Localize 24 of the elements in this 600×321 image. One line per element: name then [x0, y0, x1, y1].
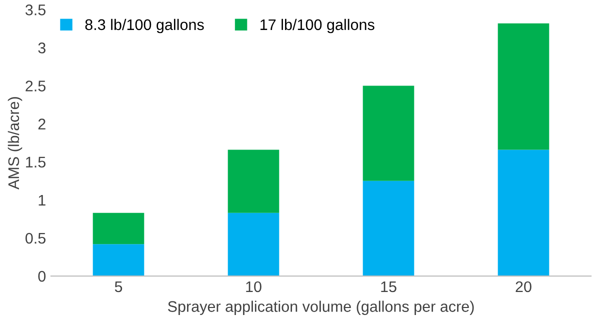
bar: [498, 23, 550, 150]
bar: [498, 150, 550, 276]
x-axis-title: Sprayer application volume (gallons per acre): [168, 300, 474, 315]
bar: [362, 86, 414, 181]
y-tick-label: 2.5: [26, 80, 46, 92]
bar: [362, 180, 414, 276]
y-tick-label: 2: [38, 118, 46, 130]
y-tick-label: 3.5: [25, 4, 46, 16]
y-tick-label: 3: [38, 42, 46, 54]
x-tick-label: 15: [381, 281, 396, 292]
bar: [92, 244, 144, 276]
legend-label: 17 lb/100 gallons: [260, 18, 374, 34]
y-tick-label: 1.5: [26, 156, 46, 168]
bar: [228, 212, 280, 276]
y-tick-label: 0.5: [26, 232, 46, 244]
legend-label: 8.3 lb/100 gallons: [85, 18, 204, 34]
bar: [228, 150, 280, 213]
y-axis-title: AMS (lb/acre): [8, 97, 22, 190]
y-tick-label: 1: [38, 194, 46, 206]
x-tick-label: 5: [114, 281, 122, 292]
x-tick-label: 20: [516, 281, 532, 292]
x-tick-label: 10: [246, 281, 262, 292]
y-tick-label: 0: [38, 270, 46, 282]
bar: [92, 212, 144, 244]
